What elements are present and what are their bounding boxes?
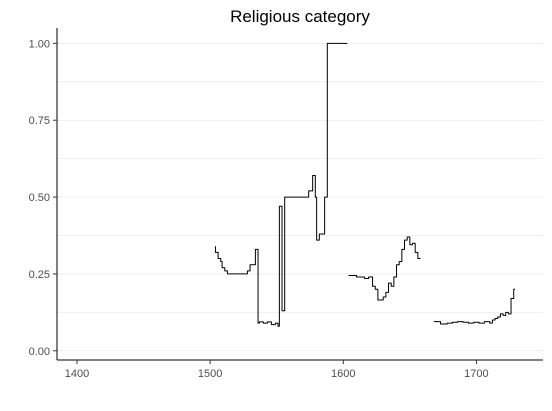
y-tick-label: 0.00	[29, 346, 50, 358]
x-tick-label: 1700	[464, 368, 488, 380]
series-line-segment-2	[348, 236, 421, 301]
chart-title: Religious category	[230, 7, 370, 26]
label-layer: 0.00 0.25 0.50 0.75 1.00 1400 1500 1600 1700	[29, 38, 489, 380]
series-line-segment-1	[214, 42, 348, 327]
y-tick-label: 0.75	[29, 115, 50, 127]
y-tick-label: 0.50	[29, 192, 50, 204]
x-tick-label: 1500	[198, 368, 222, 380]
series-line-segment-3	[433, 288, 516, 325]
series-layer	[214, 42, 516, 327]
y-tick-label: 1.00	[29, 38, 50, 50]
axis-layer	[53, 28, 543, 364]
y-tick-label: 0.25	[29, 269, 50, 281]
x-tick-label: 1600	[331, 368, 355, 380]
x-tick-label: 1400	[65, 368, 89, 380]
